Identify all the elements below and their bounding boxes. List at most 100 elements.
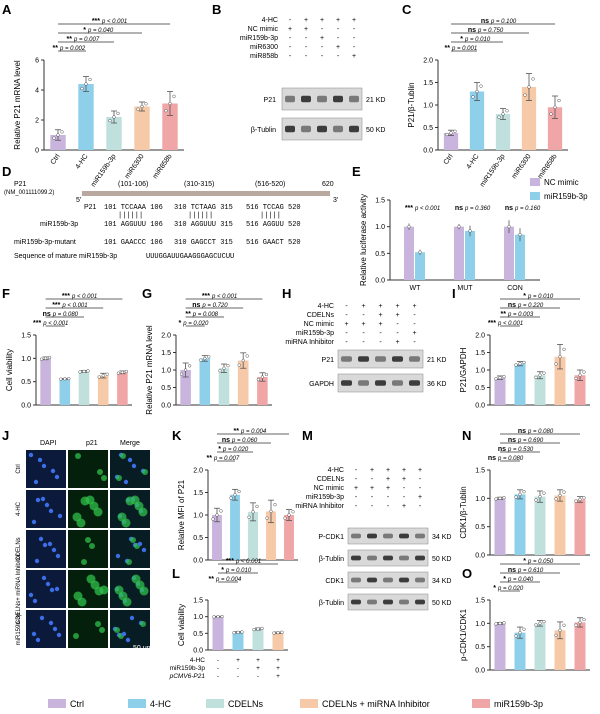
bar: [252, 629, 264, 650]
panel-label-E: E: [352, 164, 361, 179]
data-point: [518, 492, 522, 497]
sig-p: p = 0.010: [527, 294, 554, 300]
treatment-mark: -: [289, 17, 292, 24]
data-point: [172, 94, 176, 98]
sig-p: p < 0.001: [42, 321, 68, 327]
blot-band: [333, 95, 343, 103]
blot-band: [415, 533, 425, 539]
bar: [554, 356, 566, 405]
legend-label: miR159b-3p: [494, 699, 543, 709]
data-point: [256, 377, 261, 382]
sig-p: p = 0.020: [497, 586, 524, 592]
data-point: [502, 375, 506, 379]
bar: [404, 226, 414, 280]
j-row-label: miR159b-3p: [16, 612, 22, 645]
treatment-label: miR858b: [250, 53, 278, 60]
data-point: [287, 513, 291, 517]
y-tick-label: 1.0: [193, 614, 203, 621]
treatment-label: miR159b-3p: [296, 330, 334, 337]
x-tick-label: miR6300: [124, 153, 146, 180]
data-point: [112, 115, 116, 119]
bar: [248, 511, 258, 560]
y-tick-label: 1.0: [21, 356, 31, 363]
legend-swatch: [48, 699, 66, 708]
nucleus: [33, 479, 39, 485]
data-point: [220, 614, 224, 619]
treatment-mark: +: [352, 53, 356, 60]
treatment-label: miR6300: [250, 44, 278, 51]
data-point: [407, 225, 411, 229]
treatment-mark: +: [386, 485, 390, 492]
treatment-label: 4-HC: [328, 467, 344, 474]
sig-p: p = 0.020: [182, 321, 209, 327]
treatment-mark: -: [305, 44, 308, 51]
sig-stars: ns: [43, 311, 51, 318]
data-point: [78, 370, 82, 374]
j-col-merge: Merge: [120, 440, 140, 447]
blot-band: [367, 555, 377, 561]
data-point: [494, 377, 498, 381]
y-axis-label: P21/β-Tublin: [407, 82, 416, 127]
treatment-mark: +: [276, 657, 280, 664]
treatment-mark: -: [353, 35, 356, 42]
x-tick-label: CON: [507, 285, 523, 292]
sig-stars: ***: [488, 320, 496, 327]
bar: [162, 103, 178, 150]
treatment-mark: +: [418, 467, 422, 474]
sig-stars: ***: [62, 293, 70, 300]
y-tick-label: 2.0: [161, 333, 171, 340]
data-point: [497, 115, 501, 119]
treatment-mark: -: [419, 503, 422, 510]
bar: [40, 358, 51, 405]
treatment-mark: -: [413, 312, 416, 319]
j-image-cell: [68, 450, 108, 488]
sig-stars: ns: [508, 567, 516, 574]
y-axis-label: Relative P21 mRNA level: [145, 325, 154, 415]
data-point: [232, 631, 236, 635]
sig-p: p = 0.720: [201, 303, 228, 309]
bar: [134, 106, 150, 150]
nucleus: [49, 587, 55, 593]
sig-stars: ns: [222, 437, 230, 444]
treatment-label: miR159b-3p: [306, 494, 344, 501]
data-point: [212, 615, 216, 619]
d-row1-seq-1: 101 TCCAAA 106: [104, 204, 163, 212]
treatment-mark: -: [289, 53, 292, 60]
y-tick-label: 0.0: [475, 403, 485, 410]
treatment-mark: -: [237, 665, 239, 672]
d-accession: (NM_001111099.2): [4, 190, 54, 196]
blot-band: [375, 380, 386, 386]
treatment-mark: +: [304, 26, 308, 33]
treatment-mark: +: [402, 503, 406, 510]
nucleus: [35, 637, 41, 643]
d-gene-bar: [82, 191, 330, 196]
bar: [180, 370, 191, 405]
sig-p: p < 0.001: [235, 559, 261, 565]
bar: [266, 511, 276, 560]
data-point: [105, 372, 109, 376]
treatment-label: 4-HC: [190, 657, 205, 664]
nucleus: [129, 615, 135, 621]
d-pair-lines-3: |||||: [260, 212, 281, 220]
data-point: [203, 356, 207, 361]
sig-stars: ns: [481, 18, 489, 25]
data-point: [574, 376, 578, 381]
data-point: [116, 111, 120, 116]
p21-signal: [114, 585, 124, 595]
blot-band: [383, 555, 393, 561]
treatment-mark: +: [236, 657, 240, 664]
sig-p: p < 0.001: [497, 321, 523, 327]
sig-stars: ns: [468, 27, 476, 34]
nucleus: [31, 631, 37, 637]
legend-label: Ctrl: [70, 699, 84, 709]
x-tick-label: Ctrl: [50, 153, 62, 166]
p21-signal: [72, 512, 82, 522]
data-point: [39, 357, 44, 361]
data-point: [97, 375, 101, 379]
treatment-mark: -: [371, 476, 374, 483]
blot-band: [399, 555, 409, 561]
data-point: [168, 101, 172, 106]
data-point: [233, 493, 237, 497]
